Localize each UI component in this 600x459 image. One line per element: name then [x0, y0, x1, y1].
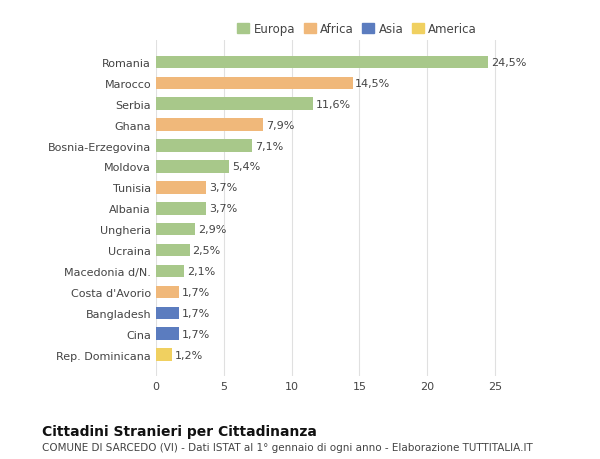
Bar: [156, 328, 179, 340]
Text: Cittadini Stranieri per Cittadinanza: Cittadini Stranieri per Cittadinanza: [42, 425, 317, 438]
Legend: Europa, Africa, Asia, America: Europa, Africa, Asia, America: [235, 20, 479, 38]
Text: 1,7%: 1,7%: [182, 308, 210, 318]
Text: 14,5%: 14,5%: [355, 78, 391, 89]
Bar: [156, 286, 179, 298]
Bar: [156, 140, 252, 152]
Text: 1,7%: 1,7%: [182, 287, 210, 297]
Text: 11,6%: 11,6%: [316, 100, 351, 110]
Bar: [156, 98, 313, 111]
Bar: [156, 307, 179, 319]
Text: 2,5%: 2,5%: [193, 246, 221, 256]
Bar: [156, 244, 190, 257]
Bar: [156, 265, 184, 278]
Text: 2,1%: 2,1%: [187, 266, 215, 276]
Text: 1,7%: 1,7%: [182, 329, 210, 339]
Text: 3,7%: 3,7%: [209, 183, 237, 193]
Text: 7,9%: 7,9%: [266, 120, 294, 130]
Text: 1,2%: 1,2%: [175, 350, 203, 360]
Bar: [156, 202, 206, 215]
Bar: [156, 119, 263, 132]
Text: 24,5%: 24,5%: [491, 58, 526, 68]
Bar: [156, 182, 206, 194]
Text: 3,7%: 3,7%: [209, 204, 237, 214]
Bar: [156, 224, 196, 236]
Bar: [156, 349, 172, 361]
Text: COMUNE DI SARCEDO (VI) - Dati ISTAT al 1° gennaio di ogni anno - Elaborazione TU: COMUNE DI SARCEDO (VI) - Dati ISTAT al 1…: [42, 442, 533, 452]
Bar: [156, 78, 353, 90]
Text: 5,4%: 5,4%: [232, 162, 260, 172]
Text: 7,1%: 7,1%: [255, 141, 283, 151]
Bar: [156, 161, 229, 174]
Bar: [156, 56, 488, 69]
Text: 2,9%: 2,9%: [198, 225, 226, 235]
